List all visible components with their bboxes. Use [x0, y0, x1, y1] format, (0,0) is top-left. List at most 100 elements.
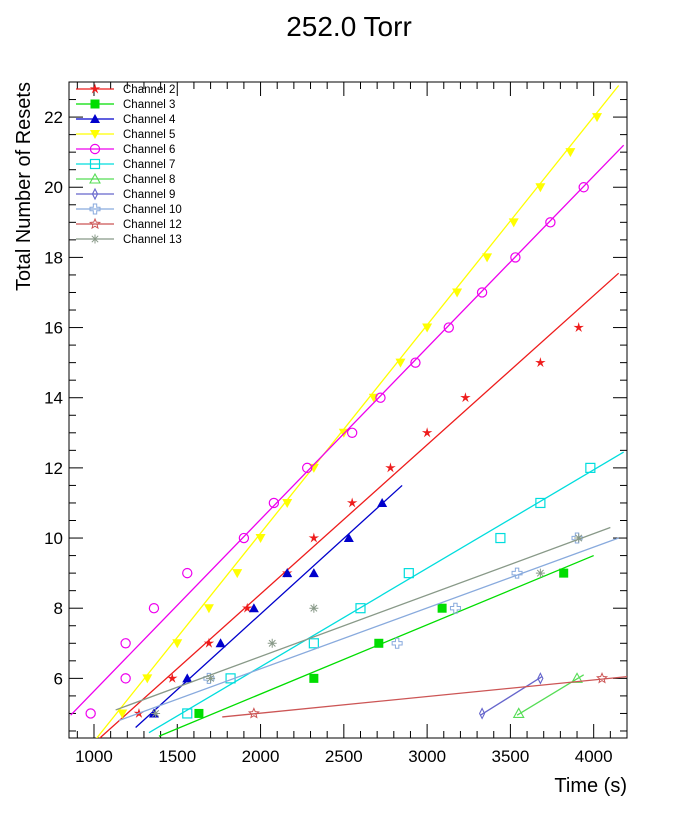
data-point-channel-5: [172, 639, 183, 649]
y-tick-label: 14: [44, 389, 63, 408]
data-point-channel-5: [232, 569, 243, 579]
data-point-channel-3: [559, 568, 569, 578]
legend-label-channel-7: Channel 7: [123, 159, 175, 171]
legend-marker-channel-3: [90, 99, 100, 109]
legend-item-channel-6: Channel 6: [76, 143, 175, 156]
data-point-channel-13: [206, 673, 216, 683]
data-point-channel-5: [395, 358, 406, 368]
data-point-channel-6: [346, 427, 358, 439]
data-point-channel-2: [535, 357, 546, 368]
data-point-channel-9: [537, 672, 544, 685]
data-point-channel-5: [535, 183, 546, 193]
legend-item-channel-8: Channel 8: [76, 172, 175, 186]
legend-label-channel-10: Channel 10: [123, 204, 182, 216]
series-channel-8: [512, 672, 585, 718]
data-point-channel-2: [242, 602, 253, 613]
data-point-channel-5: [203, 604, 214, 614]
y-tick-label: 16: [44, 319, 63, 338]
data-point-channel-6: [443, 322, 454, 333]
data-point-channel-4: [282, 568, 293, 578]
legend-label-channel-3: Channel 3: [123, 99, 175, 111]
data-point-channel-2: [460, 392, 471, 403]
data-point-channel-4: [215, 638, 226, 648]
series-channel-2: [98, 272, 620, 738]
series-channel-6: [70, 144, 625, 719]
x-tick-label: 1000: [75, 747, 113, 766]
legend-marker-channel-10: [89, 203, 101, 215]
data-point-channel-3: [194, 708, 204, 718]
data-point-channel-7: [403, 568, 414, 579]
data-point-channel-7: [308, 638, 319, 649]
legend-item-channel-5: Channel 5: [76, 129, 175, 141]
series-channel-9: [478, 672, 544, 720]
plot-area: 1000 1500 2000 2500 3000 3500 4000 6 8 10 12 14 16 18…: [44, 81, 628, 766]
data-point-channel-6: [85, 708, 96, 719]
data-point-channel-2: [308, 532, 320, 543]
data-point-channel-12: [596, 672, 609, 684]
legend-item-channel-13: Channel 13: [76, 234, 182, 246]
data-point-channel-5: [592, 113, 603, 123]
data-point-channel-6: [238, 532, 250, 544]
data-point-channel-13: [535, 568, 545, 578]
data-point-channel-6: [545, 217, 556, 228]
legend-item-channel-3: Channel 3: [76, 99, 175, 111]
data-point-channel-5: [142, 674, 153, 684]
data-point-channel-4: [377, 497, 388, 507]
data-point-channel-2: [346, 497, 358, 508]
fit-line-channel-7: [148, 451, 624, 734]
data-point-channel-5: [482, 253, 493, 263]
legend-label-channel-9: Channel 9: [123, 189, 175, 201]
legend-marker-channel-6: [89, 143, 101, 155]
x-tick-label: 3000: [408, 747, 446, 766]
data-point-channel-9: [478, 707, 486, 720]
data-point-channel-13: [267, 638, 277, 648]
data-point-channel-6: [476, 287, 488, 298]
data-point-channel-6: [148, 603, 160, 614]
data-point-channel-13: [574, 533, 584, 543]
x-tick-label: 1500: [158, 747, 196, 766]
data-point-channel-2: [167, 672, 178, 683]
series-channel-4: [135, 484, 403, 728]
data-point-channel-6: [120, 638, 131, 649]
data-point-channel-4: [308, 568, 319, 578]
fit-line-channel-9: [480, 676, 543, 716]
legend-marker-channel-8: [89, 172, 101, 184]
data-point-channel-10: [511, 567, 523, 579]
data-point-channel-7: [355, 603, 366, 614]
data-point-channel-7: [182, 708, 193, 719]
y-tick-label: 18: [44, 248, 63, 267]
legend-marker-channel-7: [89, 158, 101, 170]
y-tick-label: 12: [44, 459, 63, 478]
data-point-channel-4: [248, 603, 259, 613]
legend-marker-channel-4: [90, 114, 100, 123]
data-point-channel-6: [182, 567, 193, 579]
legend-label-channel-2: Channel 2: [123, 84, 175, 96]
data-point-channel-5: [508, 218, 519, 228]
fit-line-channel-12: [222, 675, 627, 718]
data-point-channel-2: [203, 637, 215, 648]
data-layer: [70, 85, 627, 738]
x-tick-label: 4000: [575, 747, 613, 766]
data-point-channel-2: [385, 462, 396, 473]
y-tick-label: 10: [44, 529, 63, 548]
data-point-channel-6: [410, 357, 421, 368]
legend-item-channel-9: Channel 9: [76, 187, 175, 201]
legend-marker-channel-12: [89, 217, 101, 230]
y-tick-label: 6: [54, 669, 63, 688]
legend-item-channel-10: Channel 10: [76, 203, 182, 216]
legend-label-channel-12: Channel 12: [123, 219, 182, 231]
data-point-channel-7: [495, 532, 506, 544]
fit-line-channel-5: [95, 85, 620, 738]
y-tick-label: 20: [44, 178, 63, 197]
legend-item-channel-12: Channel 12: [76, 217, 182, 231]
data-point-channel-13: [309, 603, 319, 613]
legend-marker-channel-13: [90, 234, 100, 244]
data-point-channel-4: [182, 673, 193, 683]
data-point-channel-6: [268, 497, 280, 509]
legend-marker-channel-9: [91, 187, 99, 201]
fit-line-channel-10: [118, 537, 619, 722]
legend-marker-channel-2: [89, 83, 101, 94]
legend-item-channel-4: Channel 4: [76, 114, 176, 126]
data-point-channel-6: [578, 182, 589, 193]
